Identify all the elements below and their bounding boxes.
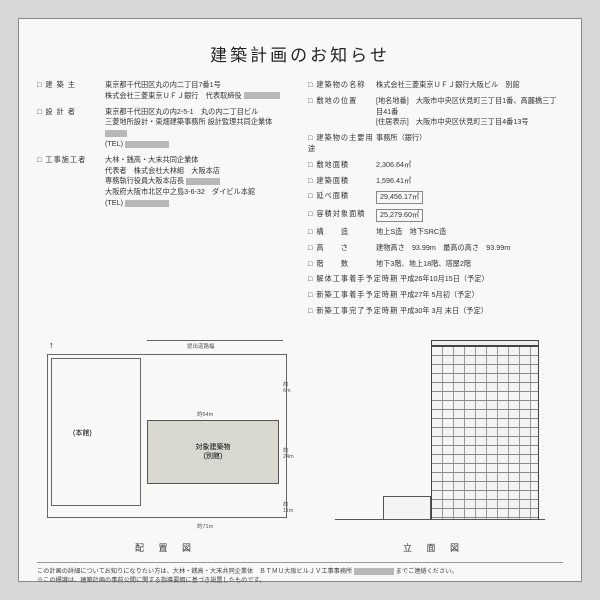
contractor-label: 工事施工者 <box>37 155 105 209</box>
elevation: 立 面 図 <box>305 334 563 556</box>
info-columns: 建 築 主 東京都千代田区丸の内二丁目7番1号 株式会社三菱東京ＵＦＪ銀行 代表… <box>37 80 563 322</box>
target-building: 対象建築物 (別館) <box>147 420 279 484</box>
redacted <box>125 200 169 207</box>
redacted <box>244 92 280 99</box>
owner-label: 建 築 主 <box>37 80 105 102</box>
left-column: 建 築 主 東京都千代田区丸の内二丁目7番1号 株式会社三菱東京ＵＦＪ銀行 代表… <box>37 80 292 322</box>
designer-label: 設 計 者 <box>37 107 105 150</box>
designer-value: 東京都千代田区丸の内2-5-1 丸の内二丁目ビル 三菱地所設計・東畑建築事務所 … <box>105 107 292 150</box>
redacted <box>186 178 220 185</box>
site-plan: ↑ 提出道路幅 (本館) 対象建築物 (別館) 約64m 約24m 約6m 約1… <box>37 334 295 556</box>
north-arrow: ↑ <box>49 340 54 350</box>
redacted <box>354 568 394 575</box>
drawings: ↑ 提出道路幅 (本館) 対象建築物 (別館) 約64m 約24m 約6m 約1… <box>37 334 563 556</box>
right-column: 建築物の名称株式会社三菱東京ＵＦＪ銀行大阪ビル 別館 敷地の位置[地名地番] 大… <box>308 80 563 322</box>
owner-value: 東京都千代田区丸の内二丁目7番1号 株式会社三菱東京ＵＦＪ銀行 代表取締役 <box>105 80 292 102</box>
contractor-value: 大林・銭高・大末共同企業体 代表者 株式会社大林組 大阪本店 専務執行役員大阪本… <box>105 155 292 209</box>
title: 建築計画のお知らせ <box>37 41 563 66</box>
notice-board: 建築計画のお知らせ 建 築 主 東京都千代田区丸の内二丁目7番1号 株式会社三菱… <box>18 18 582 582</box>
redacted <box>105 130 127 137</box>
footer: この計画の詳細についてお知りになりたい方は、大林・銭高・大末共同企業体 ＢＴＭＵ… <box>37 562 563 586</box>
redacted <box>125 141 169 148</box>
tower <box>431 346 539 520</box>
